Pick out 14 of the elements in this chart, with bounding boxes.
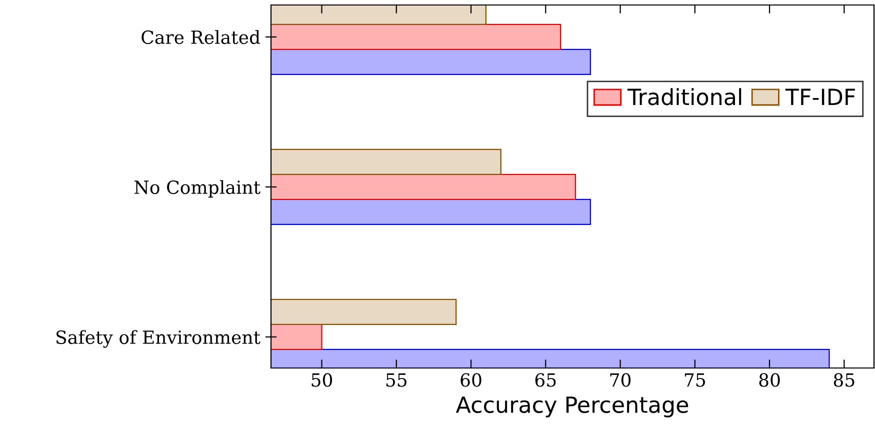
legend-label: Traditional (627, 88, 742, 106)
x-tick-label: 60 (460, 373, 482, 387)
x-tick-label: 55 (386, 373, 406, 387)
x-tick-label: 80 (759, 373, 780, 387)
y-tick-label: Care Related (142, 30, 260, 44)
legend-label: TF-IDF (785, 88, 855, 106)
y-tick-label: Safety of Environment (56, 330, 260, 348)
x-tick-label: 50 (312, 373, 332, 387)
x-tick-label: 85 (834, 373, 854, 387)
y-tick-label: No Complaint (134, 180, 260, 198)
x-axis-title: Accuracy Percentage (456, 396, 688, 418)
x-tick-label: 70 (610, 373, 631, 387)
x-tick-label: 65 (535, 373, 556, 387)
x-tick-label: 75 (684, 373, 705, 387)
